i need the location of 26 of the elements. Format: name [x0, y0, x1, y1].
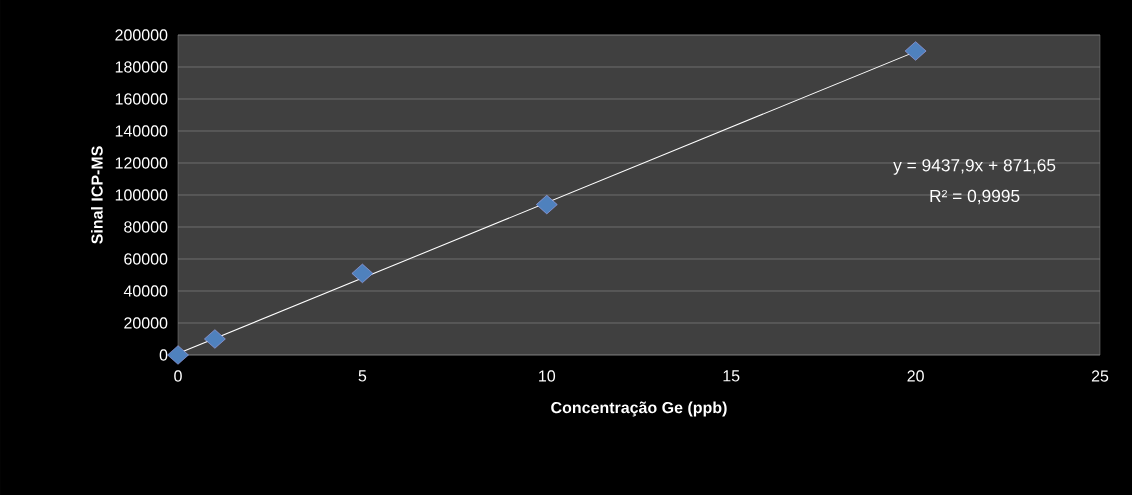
y-tick-label: 40000 — [123, 285, 168, 297]
y-tick-label: 0 — [159, 349, 168, 361]
y-tick-label: 200000 — [115, 29, 168, 41]
annotation: y = 9437,9x + 871,65 — [893, 159, 1056, 175]
x-axis-title: Concentração Ge (ppb) — [551, 401, 727, 417]
point — [904, 41, 927, 61]
y-tick-label: 160000 — [115, 93, 168, 105]
point — [204, 329, 226, 349]
x-tick-label: 10 — [539, 370, 556, 382]
point — [167, 345, 189, 365]
point — [351, 263, 374, 283]
x-tick-label: 20 — [907, 370, 924, 382]
y-tick-label: 20000 — [124, 317, 168, 329]
y-tick-label: 180000 — [115, 61, 168, 73]
y-tick-label: 140000 — [115, 125, 168, 137]
y-axis-title: Sinal ICP-MS — [91, 146, 103, 244]
point — [536, 194, 558, 215]
y-tick-label: 120000 — [115, 157, 168, 169]
annotation: R² = 0,9995 — [930, 189, 1020, 205]
y-tick-label: 80000 — [124, 221, 168, 233]
y-tick-label: 100000 — [115, 189, 168, 201]
y-tick-label: 60000 — [124, 253, 168, 265]
x-tick-label: 0 — [174, 370, 182, 382]
x-tick-label: 5 — [358, 370, 367, 382]
x-tick-label: 25 — [1091, 370, 1109, 382]
x-tick-label: 15 — [723, 370, 740, 382]
